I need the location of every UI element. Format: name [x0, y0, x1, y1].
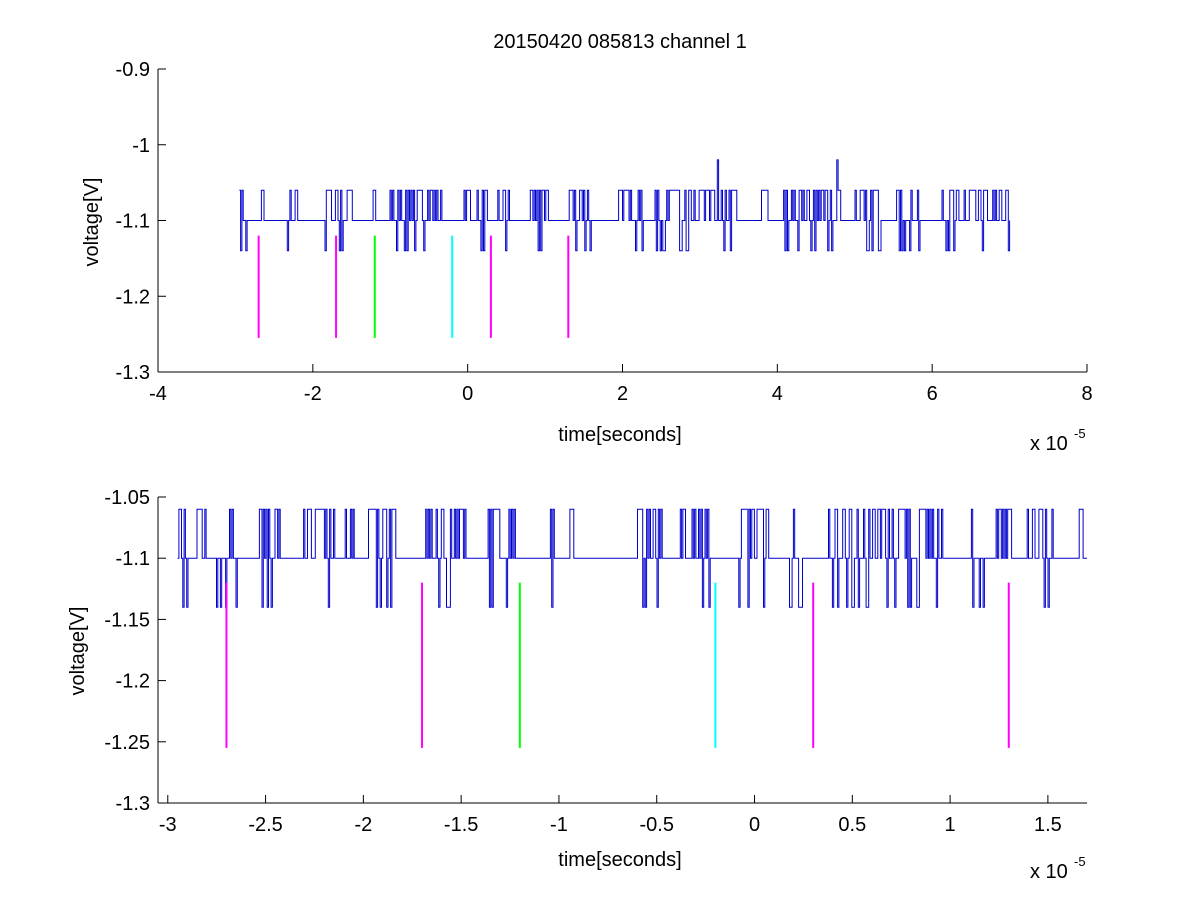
bottom-x-tick-label: -1.5 [444, 814, 478, 836]
top-x-tick-label: -2 [304, 383, 322, 405]
top-x-tick-label: 4 [772, 383, 783, 405]
bottom-axis-layer: -3 -2.5 -2 -1.5 -1 -0.5 0 0.5 1 1.5 -1.3 -1.25 -1.2 -… [104, 487, 1087, 836]
top-axes: -4 -2 0 2 4 6 8 -1.3 -1.2 -1.1 -1 -0.9 20150420 085… [81, 31, 1093, 455]
bottom-y-tick-label: -1.3 [116, 793, 150, 815]
bottom-marker-layer [225, 582, 1010, 748]
top-marker-layer [257, 235, 570, 338]
top-x-exponent-label: x 10 [1030, 433, 1068, 455]
bottom-y-tick-label: -1.05 [104, 487, 150, 509]
top-x-tick-label: 6 [927, 383, 938, 405]
bottom-axes: -3 -2.5 -2 -1.5 -1 -0.5 0 0.5 1 1.5 -1.3 -1.25 -1.2 -… [67, 487, 1087, 883]
bottom-x-tick-label: -0.5 [639, 814, 673, 836]
top-x-axis-label: time[seconds] [558, 424, 681, 446]
top-x-tick-label: -4 [149, 383, 167, 405]
top-y-tick-label: -1.2 [116, 286, 150, 308]
top-x-tick-label: 0 [462, 383, 473, 405]
bottom-x-exponent-label: x 10 [1030, 861, 1068, 883]
bottom-x-exponent-value: -5 [1074, 854, 1086, 869]
bottom-y-tick-label: -1.1 [116, 548, 150, 570]
top-y-tick-label: -1.3 [116, 362, 150, 384]
bottom-x-tick-label: -2 [354, 814, 372, 836]
top-chart-title: 20150420 085813 channel 1 [493, 31, 747, 53]
bottom-y-tick-label: -1.2 [116, 671, 150, 693]
bottom-signal-layer [177, 508, 1087, 608]
bottom-x-tick-label: -1 [550, 814, 568, 836]
bottom-x-tick-label: 0.5 [838, 814, 866, 836]
bottom-x-tick-label: 0 [749, 814, 760, 836]
bottom-x-axis-label: time[seconds] [558, 849, 681, 871]
top-axis-layer: -4 -2 0 2 4 6 8 -1.3 -1.2 -1.1 -1 -0.9 [116, 59, 1093, 405]
top-signal-trace [239, 159, 1011, 252]
top-y-axis-label: voltage[V] [81, 178, 103, 267]
bottom-y-axis-label: voltage[V] [67, 607, 89, 696]
bottom-x-tick-label: 1.5 [1034, 814, 1062, 836]
top-x-tick-label: 8 [1081, 383, 1092, 405]
bottom-x-tick-label: -2.5 [248, 814, 282, 836]
top-y-tick-label: -0.9 [116, 59, 150, 81]
bottom-y-tick-label: -1.15 [104, 609, 150, 631]
bottom-x-tick-label: -3 [159, 814, 177, 836]
bottom-x-tick-label: 1 [945, 814, 956, 836]
top-y-tick-label: -1.1 [116, 211, 150, 233]
bottom-y-tick-label: -1.25 [104, 732, 150, 754]
bottom-signal-trace [177, 508, 1087, 608]
top-signal-layer [239, 159, 1011, 252]
top-x-tick-label: 2 [617, 383, 628, 405]
top-x-exponent-value: -5 [1074, 426, 1086, 441]
top-y-tick-label: -1 [132, 135, 150, 157]
